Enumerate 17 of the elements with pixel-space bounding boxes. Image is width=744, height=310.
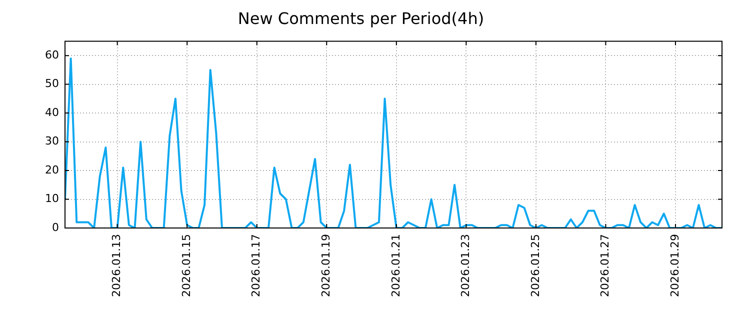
- x-tick-label: 2026.01.25: [528, 234, 542, 297]
- chart-title: New Comments per Period(4h): [238, 8, 484, 28]
- y-tick-label: 0: [52, 220, 59, 234]
- x-tick-label: 2026.01.15: [180, 234, 193, 297]
- y-tick-label: 50: [45, 77, 59, 90]
- y-tick-label: 10: [45, 192, 59, 206]
- x-tick-label: 2026.01.23: [459, 234, 472, 297]
- x-tick-label: 2026.01.19: [319, 234, 332, 297]
- y-tick-label: 40: [45, 106, 59, 119]
- x-tick-label: 2026.01.29: [668, 234, 682, 297]
- y-tick-label: 60: [45, 48, 59, 62]
- y-tick-label: 20: [45, 163, 59, 176]
- x-tick-label: 2026.01.13: [110, 234, 124, 297]
- y-tick-label: 30: [45, 134, 59, 148]
- x-tick-label: 2026.01.17: [250, 234, 263, 297]
- x-tick-label: 2026.01.21: [389, 234, 402, 297]
- x-tick-label: 2026.01.27: [598, 234, 612, 297]
